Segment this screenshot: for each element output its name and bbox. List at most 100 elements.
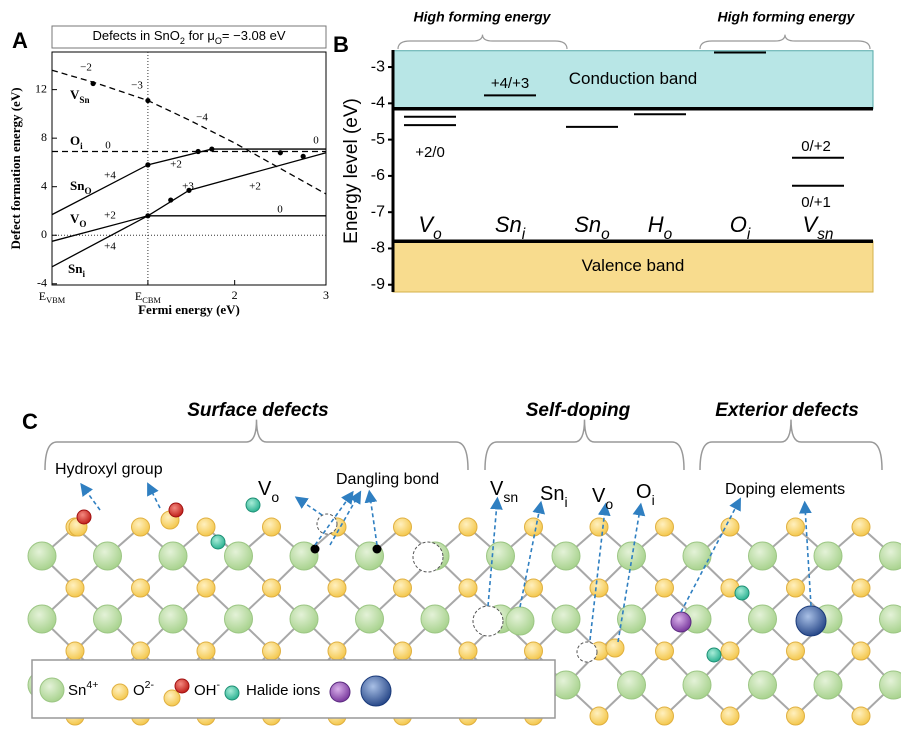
level-label: 0/+1 [801,194,831,211]
sn-atom [551,670,581,700]
x-tick-label: 3 [323,288,329,302]
band-label: Conduction band [569,69,698,88]
charge-label: −4 [196,112,208,124]
curve [51,148,326,216]
y-tick-label: -3 [371,58,385,75]
sn-atom [551,604,581,634]
y-tick-label: -7 [371,203,385,220]
o-atom [524,641,543,661]
sn-atom [617,604,646,634]
valence-band [392,240,874,293]
defect-name-part: o [433,226,442,243]
defect-name-part: o [664,226,673,243]
sn-atom [879,541,901,571]
sn-atom [748,604,777,634]
panel-title-part: 2 [180,36,185,46]
charge-label: +2 [104,210,116,222]
x-tick-label: ECBM [135,289,162,306]
halide-ion [734,585,750,601]
sn-atom [813,670,843,700]
legend-sn [39,677,65,703]
o-atom [524,517,543,537]
o-atom [458,578,478,598]
o-atom [327,578,347,598]
sn-atom [158,541,188,571]
arrow [294,496,323,516]
sn-atom [486,541,515,571]
arrow [80,482,101,511]
curve-name: SnO [70,178,92,196]
legend-label-part: - [217,679,221,691]
halide-ion [245,497,261,513]
arrow [487,496,503,607]
o-atom [851,641,871,661]
sn-atom [879,670,901,700]
sn-atom [617,670,646,700]
o-atom [393,641,412,661]
sn-atom [289,604,319,634]
annotation-part: Hydroxyl group [55,461,163,478]
curve-name-part: O [70,133,80,148]
sn-atom [93,541,122,571]
curve-dot [195,148,201,155]
doping-cation [795,605,827,637]
legend-o [111,683,129,701]
defect-name: Ho [648,212,673,243]
y-tick-label: -8 [371,240,385,257]
group-title: Self-doping [526,400,631,421]
curve-dot [277,150,283,156]
brace-label: High forming energy [414,9,552,25]
panel-title-part: for μ [185,28,215,43]
sn-atom [27,604,57,634]
x-tick-label: 2 [232,288,238,302]
charge-label: 0 [105,140,111,152]
title-box [51,25,327,49]
charge-label: +2 [249,181,261,193]
halide-ion [210,534,226,550]
sn-atom [27,541,57,571]
x-tick-label-part: E [135,289,142,303]
panel-title-part: = −3.08 eV [222,28,286,43]
o-atom [655,706,674,726]
sn-atom [813,541,843,571]
o-atom [262,517,281,537]
dangling-bond [372,544,382,554]
sn-interstitial [505,606,535,636]
legend-label-part: OH [194,682,217,699]
defect-name-part: V [418,212,435,237]
sn-atom [682,541,712,571]
annotation: Sni [540,483,568,509]
curve-name-part: i [80,141,83,151]
group-title: Surface defects [187,400,329,421]
defect-name-part: Sn [495,212,522,237]
o-atom [655,641,674,661]
sn-atom [224,541,253,571]
o-atom [65,641,85,661]
defect-name: Sni [495,212,526,243]
o-atom [720,641,740,661]
sn-atom [748,541,777,571]
defect-name-part: o [601,226,610,243]
defect-name: Oi [730,212,751,243]
annotation: Vo [258,478,279,504]
defect-name-part: H [648,212,664,237]
sn-atom [682,670,712,700]
legend-label-part: 4+ [86,679,98,691]
annotation-part: Dangling bond [336,471,439,488]
y-axis-label: Defect formation energy (eV) [8,87,23,249]
annotation: Oi [636,481,655,507]
vacancy [316,513,338,535]
sn-atom [355,604,384,634]
curve [51,152,327,268]
panel-title-part: Defects in SnO [92,28,179,43]
annotation-part: V [490,478,504,500]
defect-name-part: Sn [574,212,601,237]
curve-name-part: V [70,211,80,226]
o-atom [262,641,281,661]
annotation: Dangling bond [336,471,439,488]
annotation: Doping elements [725,481,845,498]
x-tick-label-part: VBM [46,296,66,305]
annotation: Vsn [490,478,518,504]
o-atom [786,706,805,726]
